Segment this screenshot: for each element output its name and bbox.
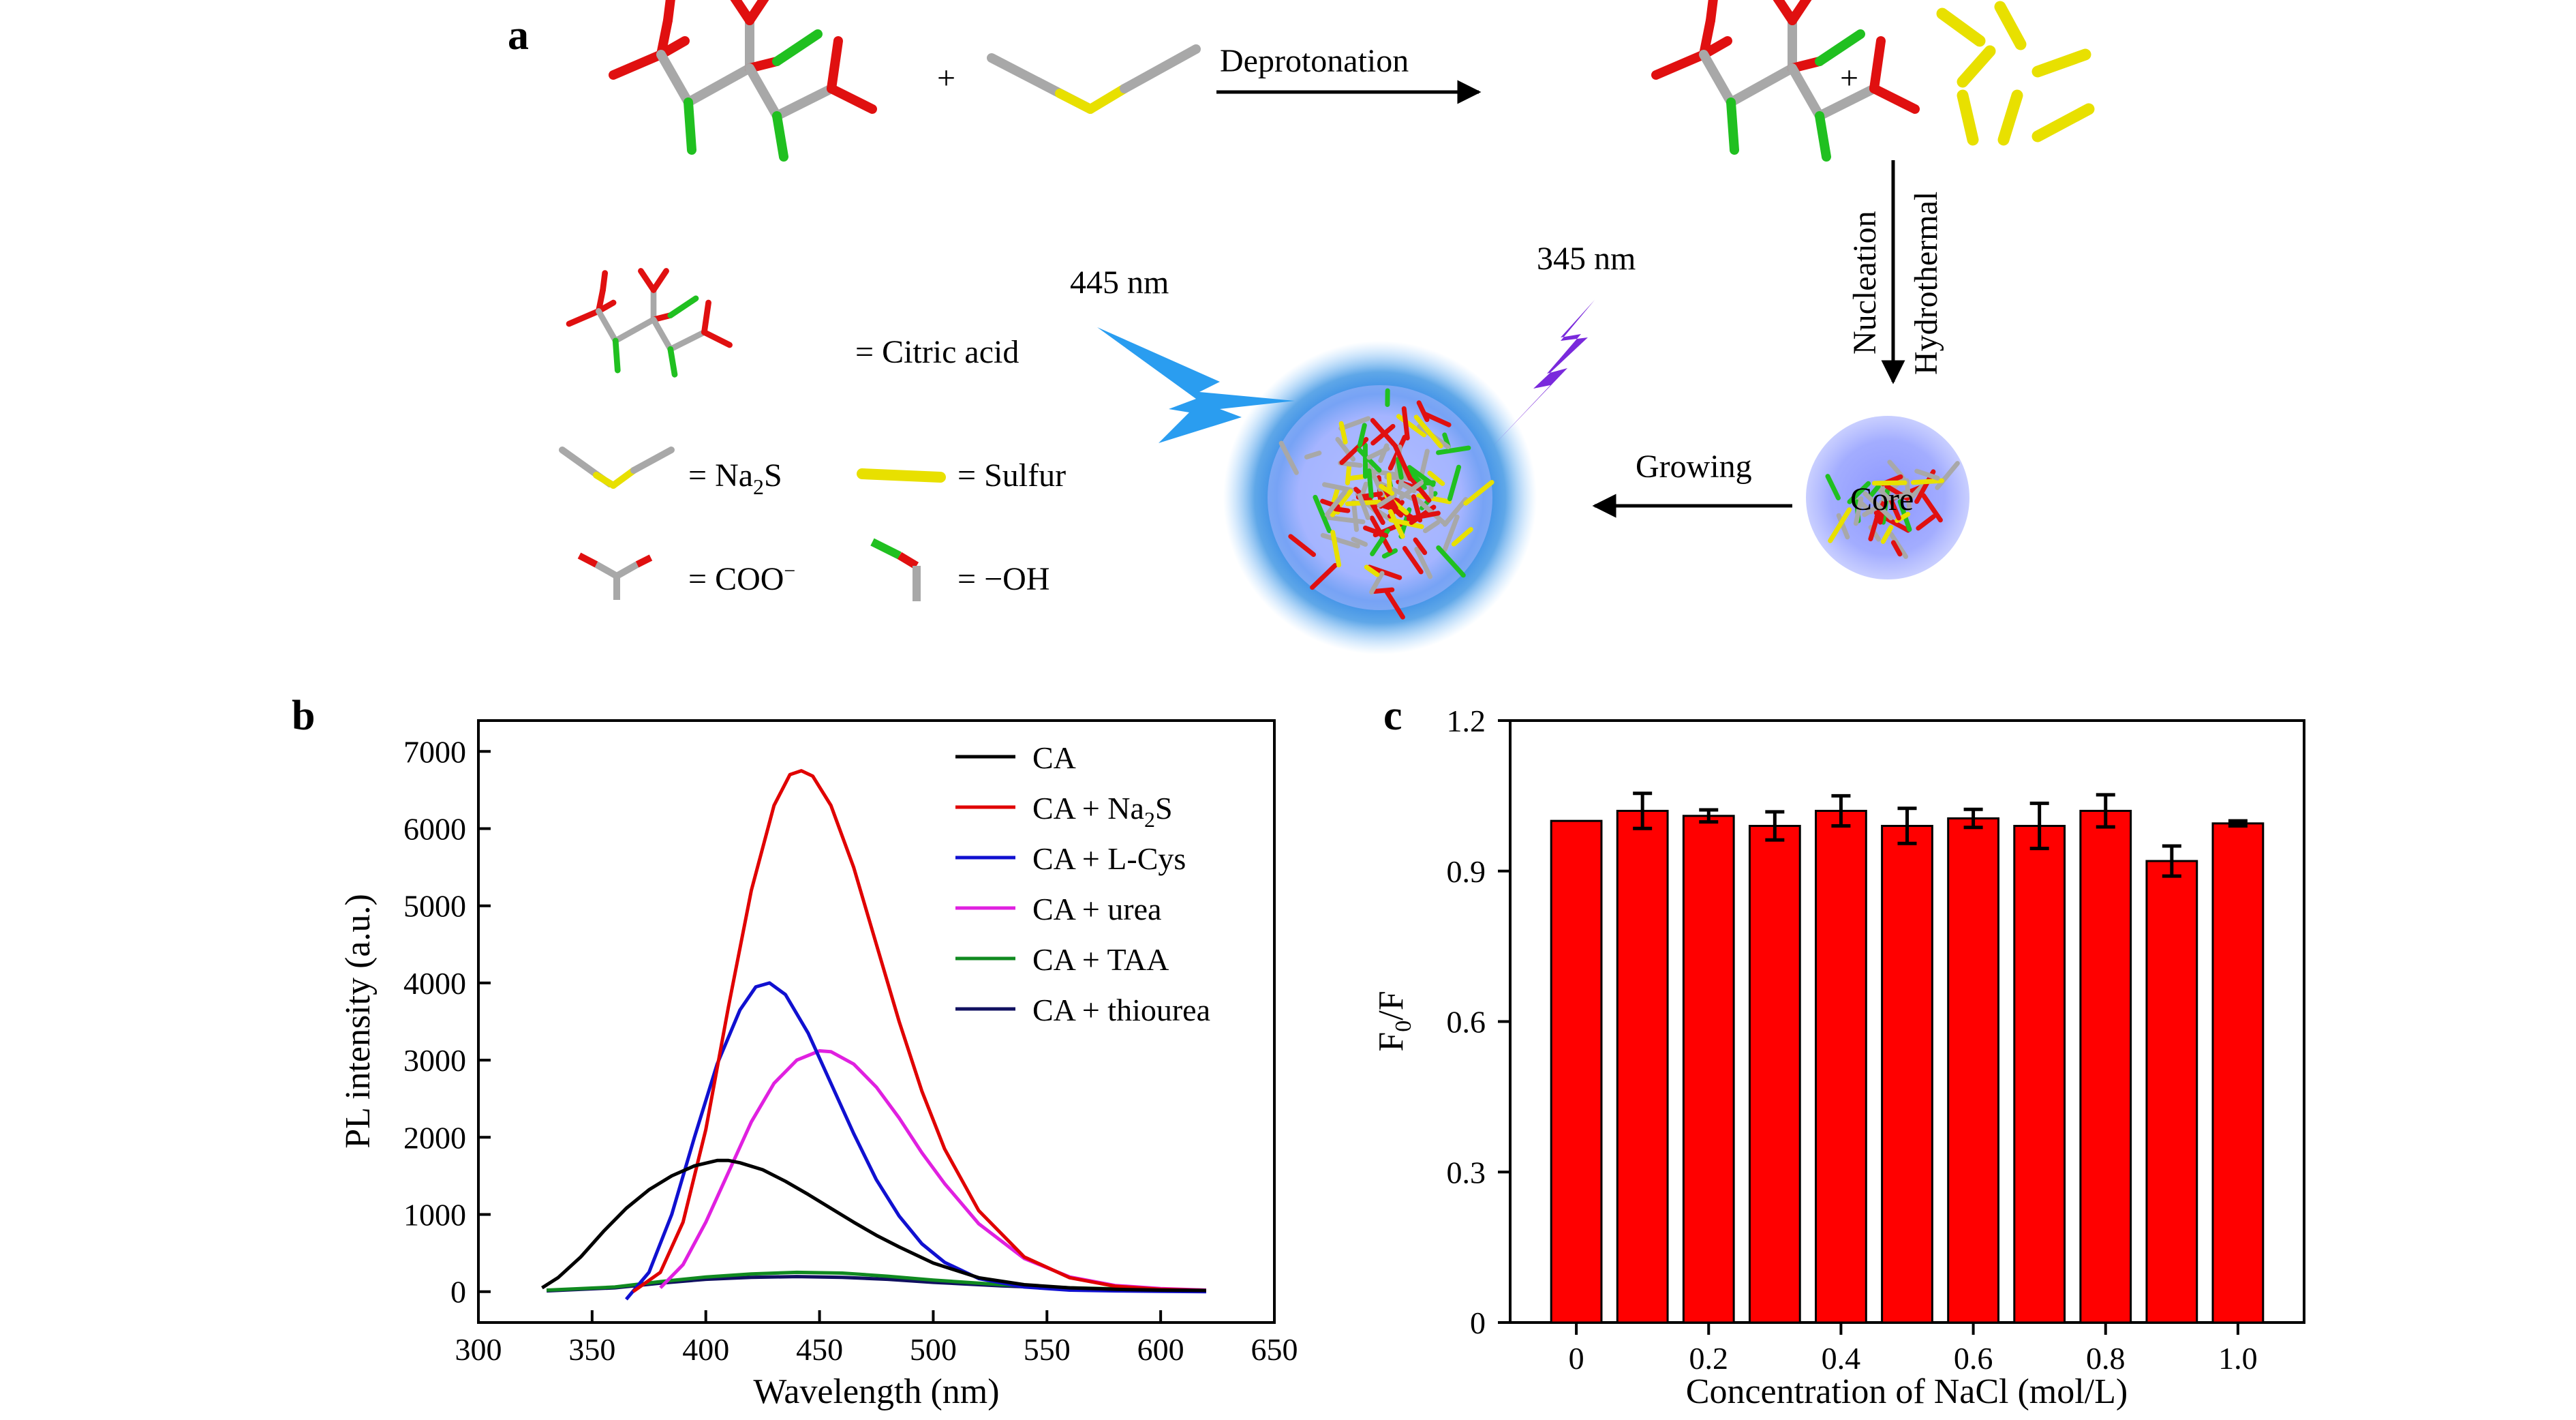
growing-label: Growing (1636, 449, 1752, 485)
panel-c-bar (1948, 818, 1999, 1323)
panel-b-y-tick-label: 0 (450, 1275, 466, 1310)
panel-c-bar (1617, 811, 1668, 1323)
panel-b-legend-label: CA + L-Cys (1032, 841, 1186, 876)
panel-c-y-tick-label: 1.2 (1447, 704, 1486, 738)
deprotonation-label: Deprotonation (1220, 43, 1409, 79)
panel-c-bar (1749, 826, 1800, 1323)
panel-b-legend: CA CA + Na2S CA + L-Cys CA + urea CA + TAA CA… (955, 740, 1210, 1027)
legend-citric-acid-icon (569, 271, 730, 375)
panel-b-y-tick-label: 5000 (403, 889, 466, 924)
na2s-molecule (992, 49, 1196, 109)
legend-coo-icon (579, 556, 651, 600)
panel-b: b 300 350 400 450 500 550 600 650 0 1000 2000 3000 4… (292, 693, 1298, 1411)
panel-b-x-tick-label: 300 (455, 1332, 502, 1367)
panel-b-letter: b (292, 693, 315, 739)
panel-b-legend-label: CA + urea (1032, 892, 1161, 926)
panel-c-bar (2147, 861, 2197, 1323)
panel-c-x-tick-label: 0.2 (1689, 1341, 1729, 1376)
panel-a-letter: a (508, 12, 529, 59)
excitation-wavelength: 345 nm (1537, 241, 1636, 277)
citric-acid-molecule-1 (613, 0, 872, 157)
legend-na2s-label: = Na2S (688, 457, 782, 499)
panel-c-x-tick-label: 0.8 (2086, 1341, 2126, 1376)
legend-sulfur-label: = Sulfur (957, 457, 1066, 494)
panel-b-x-tick-label: 550 (1024, 1332, 1071, 1367)
nucleation-label: Nucleation (1847, 211, 1883, 354)
panel-c-bar (1816, 811, 1867, 1323)
panel-b-y-tick-label: 2000 (403, 1120, 466, 1155)
panel-b-ticks: 300 350 400 450 500 550 600 650 0 1000 2000 3000 400… (403, 734, 1298, 1367)
panel-b-x-tick-label: 450 (796, 1332, 843, 1367)
hydrothermal-label: Hydrothermal (1908, 192, 1944, 375)
core-label: Core (1850, 481, 1914, 517)
panel-b-legend-label: CA + thiourea (1032, 993, 1210, 1027)
panel-b-y-tick-label: 6000 (403, 811, 466, 846)
panel-c-bar (2014, 826, 2065, 1323)
panel-c-y-tick-label: 0.9 (1447, 854, 1486, 889)
panel-c-bars (1551, 794, 2263, 1323)
panel-c-y-axis-title: F0/F (1372, 991, 1416, 1051)
panel-c-bar (2213, 824, 2263, 1323)
carbon-dot-particle (1223, 341, 1537, 654)
panel-b-legend-label: CA (1032, 740, 1076, 775)
panel-b-x-tick-label: 400 (682, 1332, 729, 1367)
plus-sign-2: + (1840, 60, 1858, 96)
panel-c: c 0 0.2 0.4 0.6 0.8 1.0 0 0.3 0.6 0.9 1.2 Concentr… (1372, 693, 2304, 1411)
panel-b-x-tick-label: 350 (568, 1332, 615, 1367)
panel-c-bar (1551, 821, 1601, 1323)
panel-b-series-line (542, 1160, 1206, 1290)
citric-acid-molecule-2 (1656, 0, 1915, 157)
panel-c-x-tick-label: 0.4 (1822, 1341, 1861, 1376)
panel-b-x-axis-title: Wavelength (nm) (753, 1372, 999, 1411)
legend-sulfur-icon (862, 474, 940, 477)
panel-c-y-tick-label: 0 (1470, 1305, 1486, 1340)
panel-b-y-tick-label: 4000 (403, 966, 466, 1001)
panel-c-y-tick-label: 0.3 (1447, 1155, 1486, 1190)
panel-c-x-tick-label: 1.0 (2218, 1341, 2258, 1376)
legend-oh-icon (872, 542, 917, 601)
panel-b-legend-label: CA + Na2S (1032, 791, 1173, 832)
panel-c-letter: c (1383, 693, 1402, 739)
panel-b-y-axis-title: PL intensity (a.u.) (339, 894, 378, 1149)
core-particle: Core (1806, 416, 1969, 579)
panel-c-bar (2081, 811, 2131, 1323)
panel-b-x-tick-label: 500 (910, 1332, 957, 1367)
panel-a: a + Deprotonation + Nucleation (508, 0, 2089, 654)
panel-c-y-tick-label: 0.6 (1447, 1005, 1486, 1040)
panel-c-x-axis-title: Concentration of NaCl (mol/L) (1686, 1372, 2128, 1411)
legend-citric-acid-label: = Citric acid (855, 334, 1019, 370)
panel-b-y-tick-label: 1000 (403, 1198, 466, 1233)
legend-coo-label: = COO− (688, 560, 795, 597)
plus-sign-1: + (937, 60, 955, 96)
panel-c-bar (1882, 826, 1933, 1323)
panel-b-x-tick-label: 650 (1251, 1332, 1298, 1367)
panel-b-legend-label: CA + TAA (1032, 942, 1169, 977)
panel-b-y-tick-label: 7000 (403, 734, 466, 769)
panel-c-x-tick-label: 0 (1569, 1341, 1584, 1376)
legend-na2s-icon (562, 450, 671, 485)
panel-b-x-tick-label: 600 (1137, 1332, 1184, 1367)
panel-c-x-tick-label: 0.6 (1954, 1341, 1993, 1376)
panel-b-y-tick-label: 3000 (403, 1043, 466, 1078)
legend-oh-label: = −OH (957, 561, 1049, 597)
emission-wavelength: 445 nm (1070, 265, 1169, 301)
panel-c-bar (1683, 816, 1734, 1323)
sulfur-sticks (1942, 7, 2089, 140)
